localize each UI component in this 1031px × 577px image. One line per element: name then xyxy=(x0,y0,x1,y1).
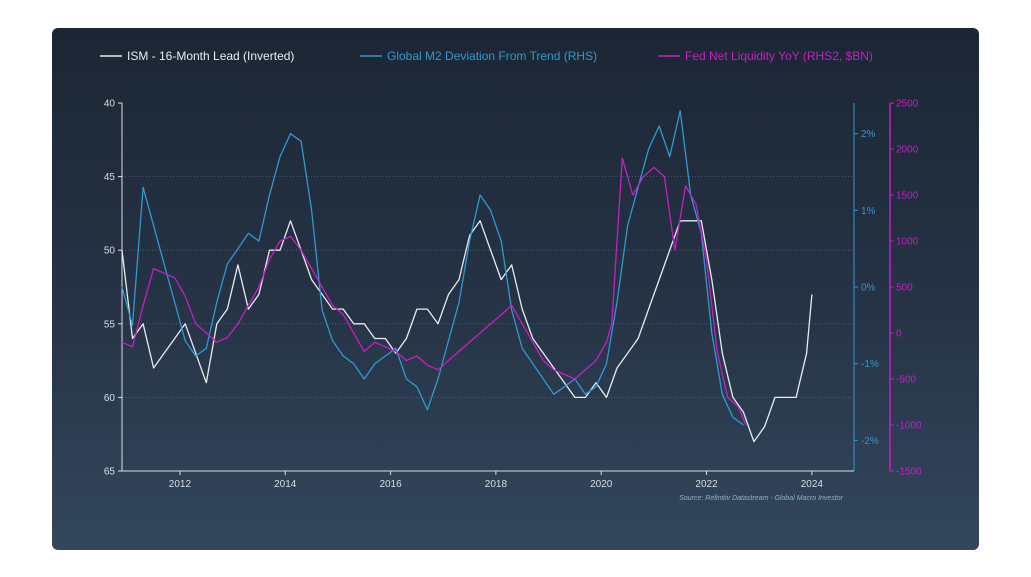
right2-axis-tick-label: 0 xyxy=(896,329,902,340)
x-axis-tick-label: 2014 xyxy=(274,479,297,490)
axes: 40 45 50 55 60 65 2% 1% 0% -1% -2% 2500 2000 1500 1000… xyxy=(104,99,922,491)
left-axis-tick-label: 60 xyxy=(104,393,116,404)
right1-axis-tick-label: -1% xyxy=(861,359,879,370)
right1-axis-tick-label: -2% xyxy=(861,436,879,447)
left-axis-tick-label: 45 xyxy=(104,172,116,183)
chart: 40 45 50 55 60 65 2% 1% 0% -1% -2% 2500 2000 1500 1000… xyxy=(100,49,922,502)
x-axis-tick-label: 2020 xyxy=(590,479,613,490)
legend-label-2: Global M2 Deviation From Trend (RHS) xyxy=(387,49,597,63)
right2-axis-tick-label: -500 xyxy=(896,375,916,386)
left-axis-tick-label: 65 xyxy=(104,467,116,478)
right2-axis-tick-label: 2000 xyxy=(896,145,919,156)
x-axis-tick-label: 2022 xyxy=(695,479,718,490)
right2-axis-tick-label: 2500 xyxy=(896,99,919,110)
gridlines xyxy=(122,176,854,398)
left-axis-tick-label: 50 xyxy=(104,246,116,257)
x-axis-tick-label: 2012 xyxy=(169,479,192,490)
series-lines xyxy=(121,110,813,443)
series-line-3 xyxy=(121,157,747,426)
x-axis-tick-label: 2016 xyxy=(379,479,402,490)
source-note: Source: Refinitiv Datastream - Global Ma… xyxy=(679,495,843,502)
legend-label-1: ISM - 16-Month Lead (Inverted) xyxy=(127,49,294,63)
right2-axis-tick-label: -1000 xyxy=(896,421,922,432)
right1-axis-tick-label: 0% xyxy=(861,283,876,294)
series-line-1 xyxy=(121,220,813,443)
series-line-2 xyxy=(121,110,744,426)
right2-axis-tick-label: 1500 xyxy=(896,191,919,202)
right1-axis-tick-label: 2% xyxy=(861,129,876,140)
right1-axis-tick-label: 1% xyxy=(861,206,876,217)
right2-axis-tick-label: -1500 xyxy=(896,467,922,478)
left-axis-tick-label: 40 xyxy=(104,99,116,110)
legend-label-3: Fed Net Liquidity YoY (RHS2, $BN) xyxy=(685,49,873,63)
x-axis-tick-label: 2024 xyxy=(801,479,824,490)
chart-card: 40 45 50 55 60 65 2% 1% 0% -1% -2% 2500 2000 1500 1000… xyxy=(52,28,979,550)
left-axis-tick-label: 55 xyxy=(104,319,116,330)
x-axis-tick-label: 2018 xyxy=(485,479,508,490)
legend: ISM - 16-Month Lead (Inverted) Global M2 … xyxy=(100,49,873,63)
right2-axis-tick-label: 500 xyxy=(896,283,913,294)
right2-axis-tick-label: 1000 xyxy=(896,237,919,248)
